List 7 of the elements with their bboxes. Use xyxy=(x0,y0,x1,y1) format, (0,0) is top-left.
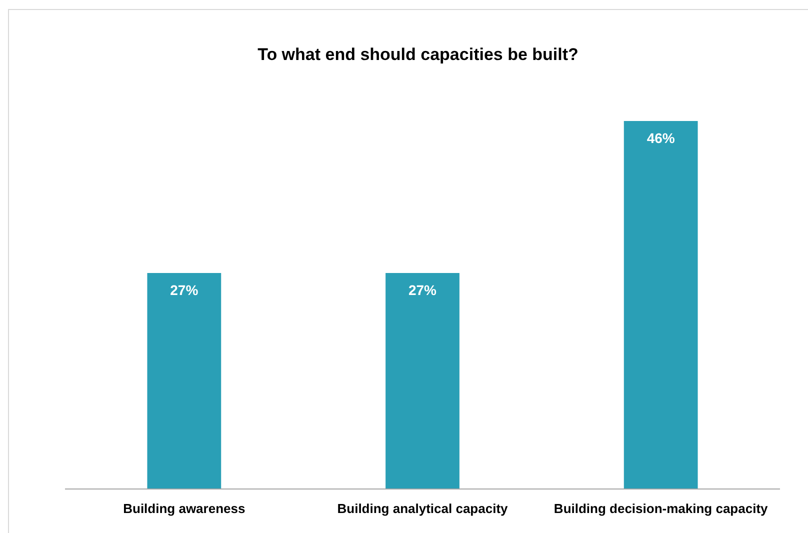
x-tick-label: Building analytical capacity xyxy=(337,500,509,516)
data-label: 27% xyxy=(170,282,199,298)
x-tick-label: Building awareness xyxy=(123,500,246,516)
chart-title: To what end should capacities be built? xyxy=(258,45,578,64)
data-label: 46% xyxy=(646,130,676,146)
x-tick-label: Building decision-making capacity xyxy=(554,500,769,516)
data-label: 27% xyxy=(408,282,438,298)
